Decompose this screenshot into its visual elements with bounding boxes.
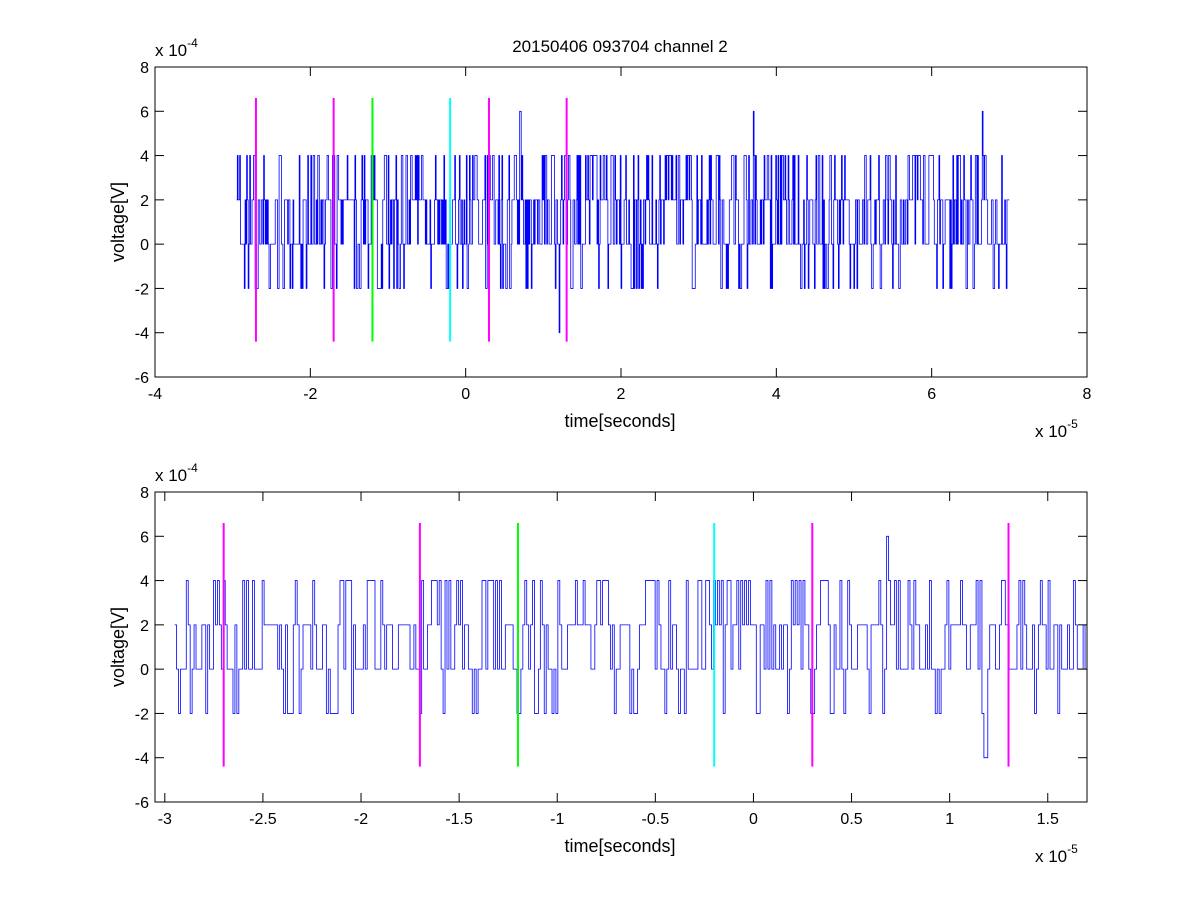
bottom-xtick-label: 0 xyxy=(749,811,758,828)
bottom-ytick-label: -6 xyxy=(135,795,149,812)
bottom-xtick-label: -2.5 xyxy=(249,811,277,828)
bottom-xtick-label: 0.5 xyxy=(840,811,862,828)
bottom-signal-line xyxy=(174,535,1087,759)
figure-title: 20150406 093704 channel 2 xyxy=(512,37,728,56)
top-xtick-label: -2 xyxy=(303,386,317,403)
top-y-exponent-base: x 10 xyxy=(155,41,187,60)
subplot-top: time[seconds] voltage[V] x 10-4 x 10-5 xyxy=(108,36,1078,441)
top-xtick-label: 6 xyxy=(927,386,936,403)
bottom-xtick-label: 1 xyxy=(945,811,954,828)
bottom-xtick-label: -2 xyxy=(354,811,368,828)
top-ylabel: voltage[V] xyxy=(108,182,128,262)
bottom-axes-box xyxy=(154,491,1088,803)
top-xlabel: time[seconds] xyxy=(564,411,675,431)
bottom-x-exponent-base: x 10 xyxy=(1035,847,1067,866)
top-signal-line xyxy=(236,110,1010,334)
bottom-xtick-label: -3 xyxy=(158,811,172,828)
bottom-xtick-label: -1 xyxy=(550,811,564,828)
bottom-xlabel: time[seconds] xyxy=(564,836,675,856)
top-xtick-label: -4 xyxy=(148,386,162,403)
top-y-exponent: x 10-4 xyxy=(155,36,198,60)
top-xtick-label: 0 xyxy=(461,386,470,403)
top-x-exponent-base: x 10 xyxy=(1035,422,1067,441)
bottom-xtick-label: 1.5 xyxy=(1037,811,1059,828)
bottom-y-exponent-power: -4 xyxy=(187,461,198,475)
top-x-exponent: x 10-5 xyxy=(1035,417,1078,441)
top-ytick-label: 2 xyxy=(140,193,149,210)
bottom-ytick-label: -2 xyxy=(135,706,149,723)
top-ytick-label: 6 xyxy=(140,104,149,121)
top-xtick-label: 2 xyxy=(617,386,626,403)
bottom-xtick-label: -1.5 xyxy=(445,811,473,828)
top-xtick-label: 8 xyxy=(1083,386,1092,403)
top-ytick-label: 4 xyxy=(140,149,149,166)
bottom-ytick-label: -4 xyxy=(135,751,149,768)
top-xtick-label: 4 xyxy=(772,386,781,403)
bottom-y-exponent-base: x 10 xyxy=(155,466,187,485)
top-ytick-label: -6 xyxy=(135,370,149,387)
bottom-y-exponent: x 10-4 xyxy=(155,461,198,485)
top-ytick-label: -2 xyxy=(135,281,149,298)
bottom-ytick-label: 8 xyxy=(140,485,149,502)
bottom-ytick-label: 6 xyxy=(140,529,149,546)
bottom-x-exponent-power: -5 xyxy=(1067,842,1078,856)
top-ytick-label: -4 xyxy=(135,326,149,343)
bottom-axes-group: -3 -2.5 -2 -1.5 -1 -0.5 0 0.5 1 1.5 -6 -4 -2 0 2 4 6 8 xyxy=(135,485,1088,828)
bottom-ylabel: voltage[V] xyxy=(108,607,128,687)
bottom-xtick-label: -0.5 xyxy=(642,811,670,828)
top-ytick-label: 0 xyxy=(140,237,149,254)
bottom-ytick-label: 2 xyxy=(140,618,149,635)
top-ytick-label: 8 xyxy=(140,60,149,77)
top-x-exponent-power: -5 xyxy=(1067,417,1078,431)
bottom-ytick-label: 0 xyxy=(140,662,149,679)
subplot-bottom: time[seconds] voltage[V] x 10-4 x 10-5 xyxy=(108,461,1078,866)
bottom-ytick-label: 4 xyxy=(140,574,149,591)
bottom-x-exponent: x 10-5 xyxy=(1035,842,1078,866)
top-y-exponent-power: -4 xyxy=(187,36,198,50)
